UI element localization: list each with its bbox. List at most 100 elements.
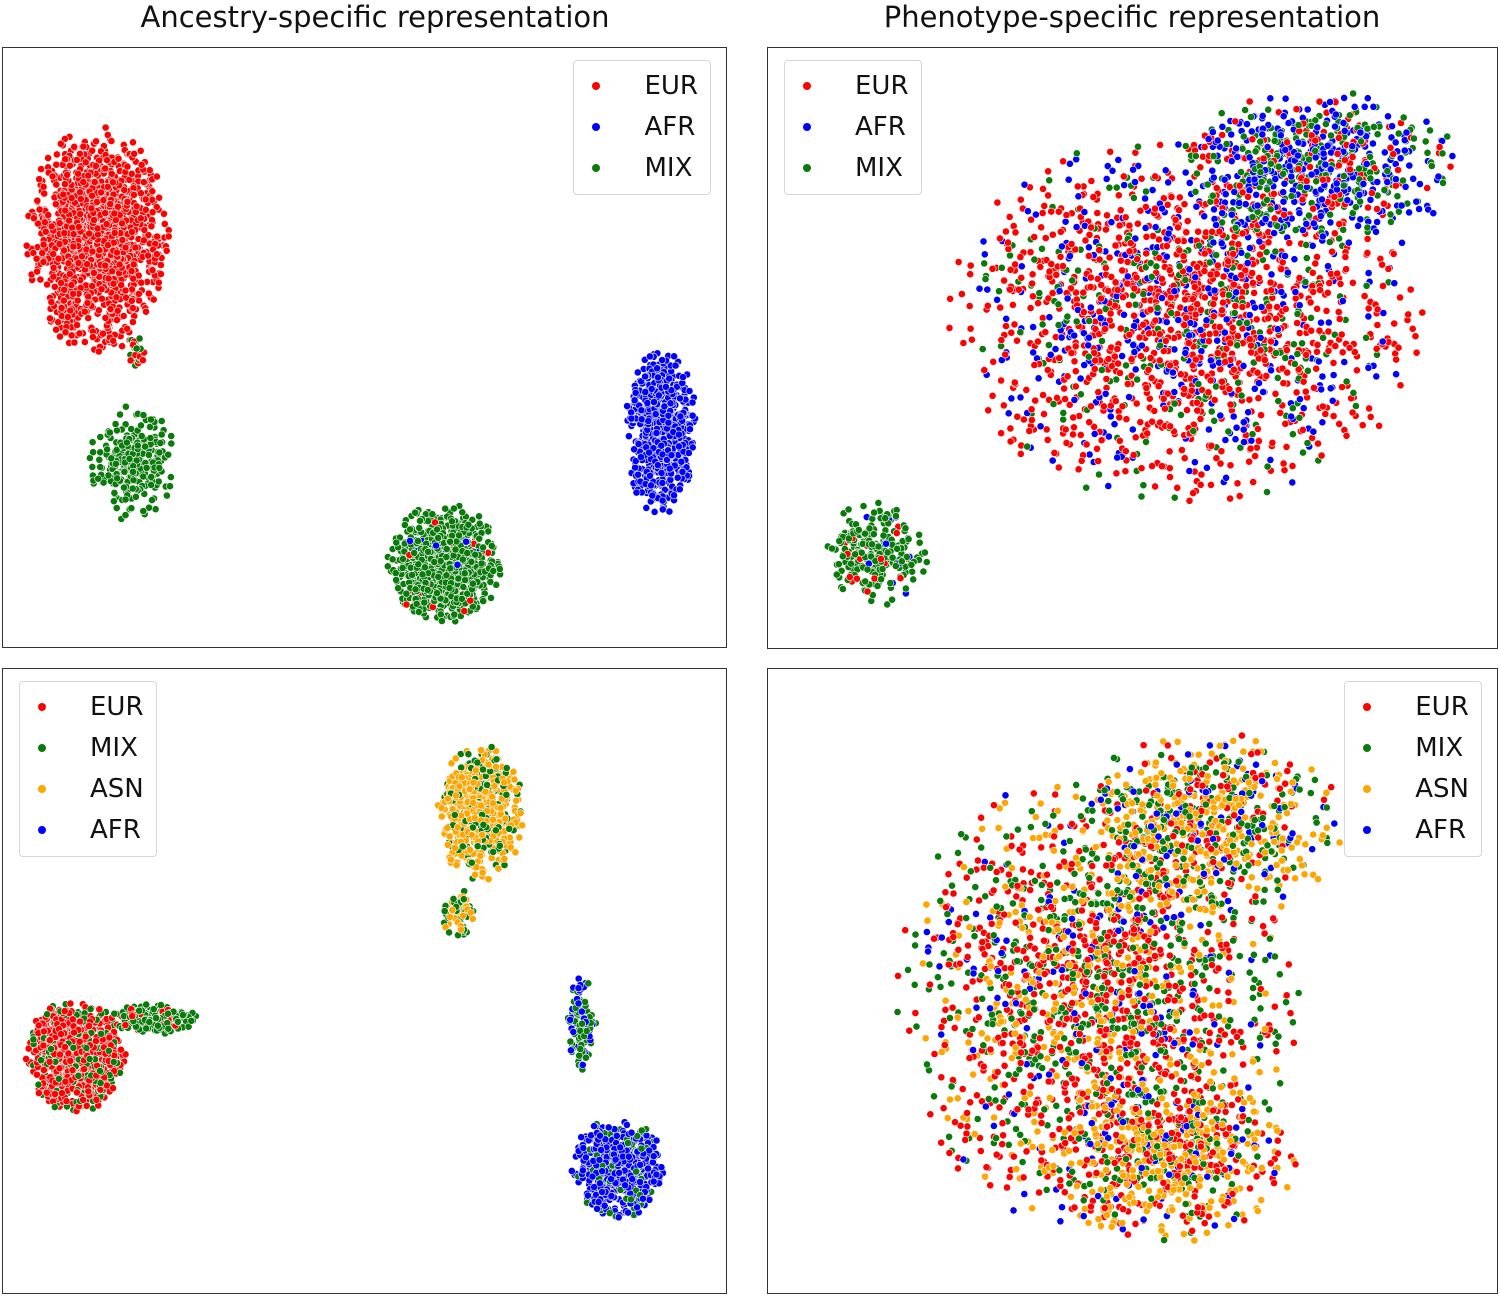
scatter-point-eur [90,216,98,224]
scatter-point-eur [60,229,69,237]
scatter-point-eur [55,240,64,248]
scatter-point-mix [129,467,137,476]
scatter-point-eur [1071,342,1080,351]
scatter-point-eur [1136,206,1145,215]
scatter-point-eur [1264,238,1273,247]
scatter-point-eur [160,209,168,218]
scatter-point-eur [1166,325,1175,334]
scatter-point-afr [1213,336,1222,345]
scatter-point-eur [1112,469,1121,478]
scatter-point-mix [449,504,458,513]
scatter-point-afr [679,373,687,381]
scatter-point-eur [70,142,79,151]
scatter-point-afr [1128,425,1137,434]
scatter-point-afr [1164,178,1173,187]
scatter-point-eur [1280,466,1289,475]
scatter-point-eur [76,194,85,203]
scatter-point-eur [107,137,116,145]
scatter-point-eur [1042,425,1051,434]
scatter-point-afr [634,470,642,479]
scatter-point-eur [80,307,89,316]
scatter-point-afr [1085,450,1094,459]
scatter-point-eur [59,190,68,199]
scatter-point-mix [414,537,422,545]
scatter-point-eur [966,270,975,279]
scatter-point-eur [136,146,145,155]
scatter-point-afr [670,352,678,361]
scatter-point-mix [1281,354,1290,362]
scatter-point-eur [90,178,99,186]
scatter-point-afr [1318,418,1327,427]
scatter-point-eur [64,313,72,321]
scatter-point-afr [1007,394,1016,403]
scatter-point-mix [157,430,166,439]
scatter-point-eur [1390,319,1399,328]
scatter-point-afr [650,398,658,406]
scatter-point-mix [475,519,484,528]
scatter-point-mix [1288,404,1297,413]
scatter-point-afr [1340,358,1349,366]
scatter-point-mix [479,597,488,605]
scatter-point-afr [641,388,650,396]
scatter-point-eur [129,138,137,147]
scatter-point-mix [487,594,495,602]
scatter-point-eur [60,285,69,294]
scatter-point-eur [101,209,109,217]
scatter-point-eur [1366,412,1375,421]
scatter-point-eur [130,149,139,158]
scatter-point-eur [73,296,82,305]
scatter-point-afr [1317,318,1325,327]
scatter-point-mix [1137,492,1146,501]
scatter-point-eur [109,336,118,345]
scatter-point-eur [47,222,56,231]
scatter-point-eur [1010,378,1019,387]
scatter-point-eur [1159,194,1168,203]
scatter-point-afr [432,541,440,550]
scatter-point-eur [101,123,110,132]
scatter-point-eur [1256,250,1264,259]
scatter-point-mix [122,438,131,447]
scatter-point-eur [1252,315,1261,324]
scatter-point-mix [125,454,134,463]
scatter-point-eur [106,305,115,313]
scatter-point-eur [113,248,121,257]
scatter-point-mix [383,562,392,571]
scatter-point-afr [630,396,639,405]
scatter-point-eur [50,282,59,291]
scatter-point-eur [984,406,993,415]
scatter-point-eur [1177,446,1186,454]
scatter-point-mix [388,555,397,564]
scatter-point-mix [442,571,451,580]
scatter-point-eur [1055,354,1064,362]
scatter-point-mix [166,482,174,491]
scatter-point-eur [115,260,124,269]
scatter-point-eur [1245,457,1253,466]
scatter-point-eur [69,230,78,239]
scatter-point-afr [997,356,1006,364]
scatter-point-afr [654,461,662,470]
scatter-point-eur [76,210,85,219]
scatter-point-eur [57,278,65,287]
scatter-point-eur [1047,207,1056,216]
scatter-point-eur [152,203,161,211]
scatter-point-afr [630,445,638,454]
scatter-point-mix [477,559,486,568]
scatter-point-mix [107,454,116,463]
scatter-point-eur [135,296,143,305]
scatter-point-eur [44,154,52,162]
scatter-point-eur [1165,447,1174,456]
scatter-point-afr [660,402,669,411]
scatter-point-mix [412,599,421,608]
scatter-point-afr [675,485,684,494]
scatter-point-eur [113,306,122,315]
scatter-point-afr [688,411,697,420]
scatter-point-afr [665,464,674,473]
scatter-point-eur [52,325,60,334]
ancestry-3pop-legend: EUR AFR MIX [573,60,711,195]
scatter-point-eur [84,171,93,180]
scatter-point-eur [1041,234,1050,242]
scatter-point-eur [141,195,150,204]
scatter-point-eur [1130,311,1138,320]
scatter-point-mix [112,504,121,512]
scatter-point-eur [1122,415,1131,424]
